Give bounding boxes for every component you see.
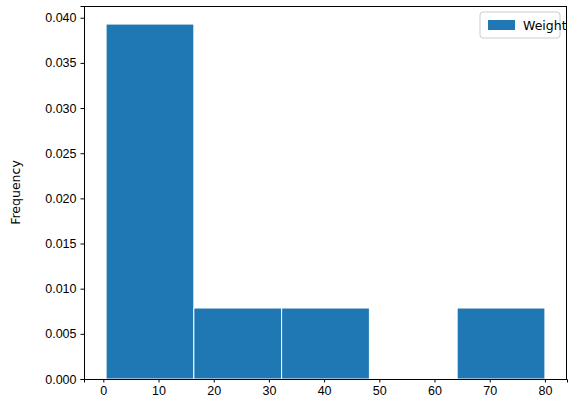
x-tick-mark — [545, 379, 546, 383]
histogram-bar — [282, 308, 370, 379]
x-tick-label: 30 — [262, 384, 276, 398]
histogram-bar — [194, 308, 282, 379]
y-tick-mark — [81, 63, 85, 64]
x-tick-label: 50 — [373, 384, 387, 398]
x-tick: 70 — [483, 379, 497, 398]
y-tick-mark — [81, 18, 85, 19]
y-tick: 0.035 — [45, 56, 84, 70]
y-tick: 0.030 — [45, 102, 84, 116]
y-tick-mark — [81, 198, 85, 199]
y-tick-label: 0.030 — [45, 102, 76, 116]
y-tick-label: 0.020 — [45, 192, 76, 206]
y-tick-mark — [81, 108, 85, 109]
x-tick-mark — [103, 379, 104, 383]
x-tick: 30 — [262, 379, 276, 398]
x-axis-line — [85, 380, 568, 383]
x-tick-label: 40 — [318, 384, 332, 398]
x-tick-label: 10 — [152, 384, 166, 398]
legend-label: Weight — [523, 18, 567, 33]
x-tick: 40 — [318, 379, 332, 398]
x-tick: 80 — [538, 379, 552, 398]
y-tick: 0.000 — [45, 373, 84, 387]
histogram-bar — [106, 24, 194, 379]
x-tick-label: 60 — [428, 384, 442, 398]
y-tick-label: 0.040 — [45, 11, 76, 25]
y-tick-label: 0.035 — [45, 56, 76, 70]
x-tick-label: 70 — [483, 384, 497, 398]
y-tick-label: 0.000 — [45, 373, 76, 387]
legend-swatch — [488, 20, 515, 30]
y-tick: 0.020 — [45, 192, 84, 206]
x-tick: 10 — [152, 379, 166, 398]
x-axis: 0 10 20 30 40 50 60 70 80 — [85, 379, 568, 398]
y-tick-label: 0.015 — [45, 237, 76, 251]
y-axis: 0.000 0.005 0.010 0.015 0.020 0.025 0.030 0.035… — [45, 7, 84, 387]
x-tick-label: 80 — [538, 384, 552, 398]
bars — [106, 24, 545, 379]
x-tick-label: 20 — [207, 384, 221, 398]
y-tick: 0.005 — [45, 327, 84, 341]
x-tick-label: 0 — [100, 384, 107, 398]
frame-top — [84, 6, 567, 7]
x-tick-mark — [435, 379, 436, 383]
y-tick-label: 0.005 — [45, 327, 76, 341]
y-tick: 0.010 — [45, 282, 84, 296]
y-tick-mark — [81, 379, 85, 380]
y-axis-title: Frequency — [8, 160, 23, 225]
histogram-bar — [369, 379, 457, 380]
x-tick: 0 — [100, 379, 107, 398]
y-tick-mark — [81, 244, 85, 245]
y-tick: 0.015 — [45, 237, 84, 251]
y-axis-line — [81, 7, 85, 380]
y-tick-mark — [81, 153, 85, 154]
x-tick-mark — [269, 379, 270, 383]
chart: 010203040506070800.0000.0050.0100.0150.0… — [0, 0, 585, 413]
x-tick: 50 — [373, 379, 387, 398]
x-tick-mark — [324, 379, 325, 383]
legend: Weight — [480, 12, 567, 38]
y-tick-mark — [81, 289, 85, 290]
x-tick-mark — [379, 379, 380, 383]
y-tick-label: 0.025 — [45, 147, 76, 161]
histogram-bar — [457, 308, 545, 379]
frame-right — [566, 6, 567, 379]
x-tick: 60 — [428, 379, 442, 398]
y-tick: 0.025 — [45, 147, 84, 161]
y-tick-label: 0.010 — [45, 282, 76, 296]
x-tick-mark — [159, 379, 160, 383]
x-tick-mark — [214, 379, 215, 383]
y-tick-mark — [81, 334, 85, 335]
y-tick: 0.040 — [45, 11, 84, 25]
x-tick-mark — [490, 379, 491, 383]
x-tick: 20 — [207, 379, 221, 398]
